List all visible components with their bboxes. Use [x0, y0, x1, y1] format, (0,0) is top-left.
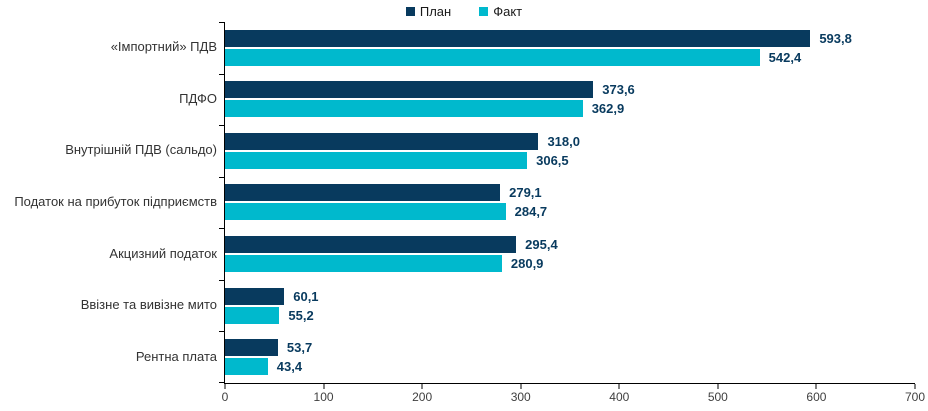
- bar-fact: [225, 100, 583, 118]
- bar-plan: [225, 287, 285, 305]
- value-label-fact: 43,4: [276, 359, 303, 375]
- bar-fact: [225, 306, 280, 324]
- legend-swatch-fact-icon: [479, 6, 489, 16]
- value-label-plan: 593,8: [819, 30, 852, 46]
- value-label-plan: 373,6: [602, 82, 635, 98]
- x-axis-tick-label: 600: [806, 390, 827, 404]
- bar-line-plan: 373,6: [225, 81, 915, 99]
- x-axis-tick-label: 0: [221, 390, 229, 404]
- bar-plan: [225, 132, 539, 150]
- chart-body: «Імпортний» ПДВ ПДФО Внутрішній ПДВ (сальд…: [0, 22, 928, 403]
- bar-group: 53,7 43,4: [225, 331, 915, 383]
- legend-label-plan: План: [419, 3, 452, 19]
- y-axis-tick: [219, 228, 224, 230]
- y-axis-tick: [219, 125, 224, 127]
- category-label: ПДФО: [179, 90, 217, 106]
- x-axis-tick-label: 500: [707, 390, 728, 404]
- x-axis-tick: [323, 384, 325, 389]
- value-label-plan: 318,0: [547, 133, 580, 149]
- bar-fact: [225, 48, 760, 66]
- legend-item-plan: План: [405, 3, 452, 19]
- bar-line-fact: 280,9: [225, 255, 915, 273]
- bar-group: 373,6 362,9: [225, 74, 915, 126]
- bar-fact: [225, 255, 502, 273]
- category-axis: «Імпортний» ПДВ ПДФО Внутрішній ПДВ (сальд…: [0, 22, 224, 383]
- bar-line-fact: 284,7: [225, 203, 915, 221]
- value-label-plan: 60,1: [293, 288, 319, 304]
- value-label-fact: 306,5: [536, 152, 569, 168]
- bar-line-fact: 306,5: [225, 151, 915, 169]
- bar-group: 593,8 542,4: [225, 22, 915, 74]
- x-axis-tick: [717, 384, 719, 389]
- legend-item-fact: Факт: [479, 5, 522, 18]
- bar-plan: [225, 81, 594, 99]
- bar-line-plan: 53,7: [225, 339, 915, 357]
- x-axis-tick-label: 300: [510, 390, 531, 404]
- bar-plan: [225, 236, 517, 254]
- bar-line-fact: 362,9: [225, 100, 915, 118]
- bar-line-plan: 318,0: [225, 132, 915, 150]
- bar-plan: [225, 29, 811, 47]
- y-axis-tick: [219, 22, 224, 23]
- category-label: Рентна плата: [135, 348, 217, 364]
- x-axis-tick-label: 700: [904, 390, 926, 404]
- bar-line-plan: 593,8: [225, 29, 915, 47]
- value-label-plan: 279,1: [509, 185, 542, 201]
- y-axis-tick: [219, 382, 224, 383]
- value-label-fact: 280,9: [510, 256, 544, 272]
- bar-fact: [225, 151, 528, 169]
- value-label-fact: 55,2: [288, 307, 314, 323]
- y-axis-tick: [219, 176, 224, 178]
- x-axis-tick-label: 100: [313, 390, 334, 404]
- bar-fact: [225, 203, 506, 221]
- bar-fact: [225, 358, 268, 376]
- category-label: Податок на прибуток підприємств: [14, 194, 217, 210]
- x-axis-tick-label: 200: [412, 390, 433, 404]
- bar-line-plan: 295,4: [225, 236, 915, 254]
- value-label-plan: 53,7: [286, 340, 313, 356]
- bar-line-plan: 279,1: [225, 184, 915, 202]
- bar-line-plan: 60,1: [225, 287, 915, 305]
- x-axis-tick: [520, 384, 522, 389]
- y-axis-tick: [219, 73, 224, 75]
- bar-plan: [225, 339, 278, 357]
- bar-plan: [225, 184, 501, 202]
- legend-label-fact: Факт: [493, 3, 523, 19]
- value-label-fact: 284,7: [514, 204, 548, 220]
- value-label-fact: 362,9: [591, 101, 625, 117]
- value-label-fact: 542,4: [768, 49, 802, 65]
- bar-line-fact: 55,2: [225, 306, 915, 324]
- plot-area: 593,8 542,4 373,6 362,9 318,0 306,5 279,1 284,7…: [219, 22, 925, 403]
- x-axis-tick: [618, 384, 620, 389]
- x-axis-tick: [914, 384, 916, 389]
- chart-legend: План Факт: [0, 0, 928, 22]
- bar-line-fact: 542,4: [225, 48, 915, 66]
- x-axis-tick-label: 400: [609, 390, 630, 404]
- category-label: Ввізне та вивізне мито: [80, 297, 217, 313]
- category-label: Акцизний податок: [109, 245, 217, 261]
- x-axis-tick: [421, 384, 423, 389]
- y-axis-tick: [219, 331, 224, 333]
- legend-swatch-plan-icon: [405, 6, 415, 16]
- y-axis-tick: [219, 279, 224, 281]
- bar-group: 279,1 284,7: [225, 177, 915, 229]
- bar-group: 60,1 55,2: [225, 280, 915, 332]
- x-axis-tick: [815, 384, 817, 389]
- x-axis-tick: [224, 384, 226, 389]
- category-label: «Імпортний» ПДВ: [110, 39, 217, 55]
- value-label-plan: 295,4: [525, 237, 558, 253]
- bar-group: 295,4 280,9: [225, 228, 915, 280]
- category-label: Внутрішній ПДВ (сальдо): [65, 142, 217, 158]
- bar-group: 318,0 306,5: [225, 125, 915, 177]
- bar-line-fact: 43,4: [225, 358, 915, 376]
